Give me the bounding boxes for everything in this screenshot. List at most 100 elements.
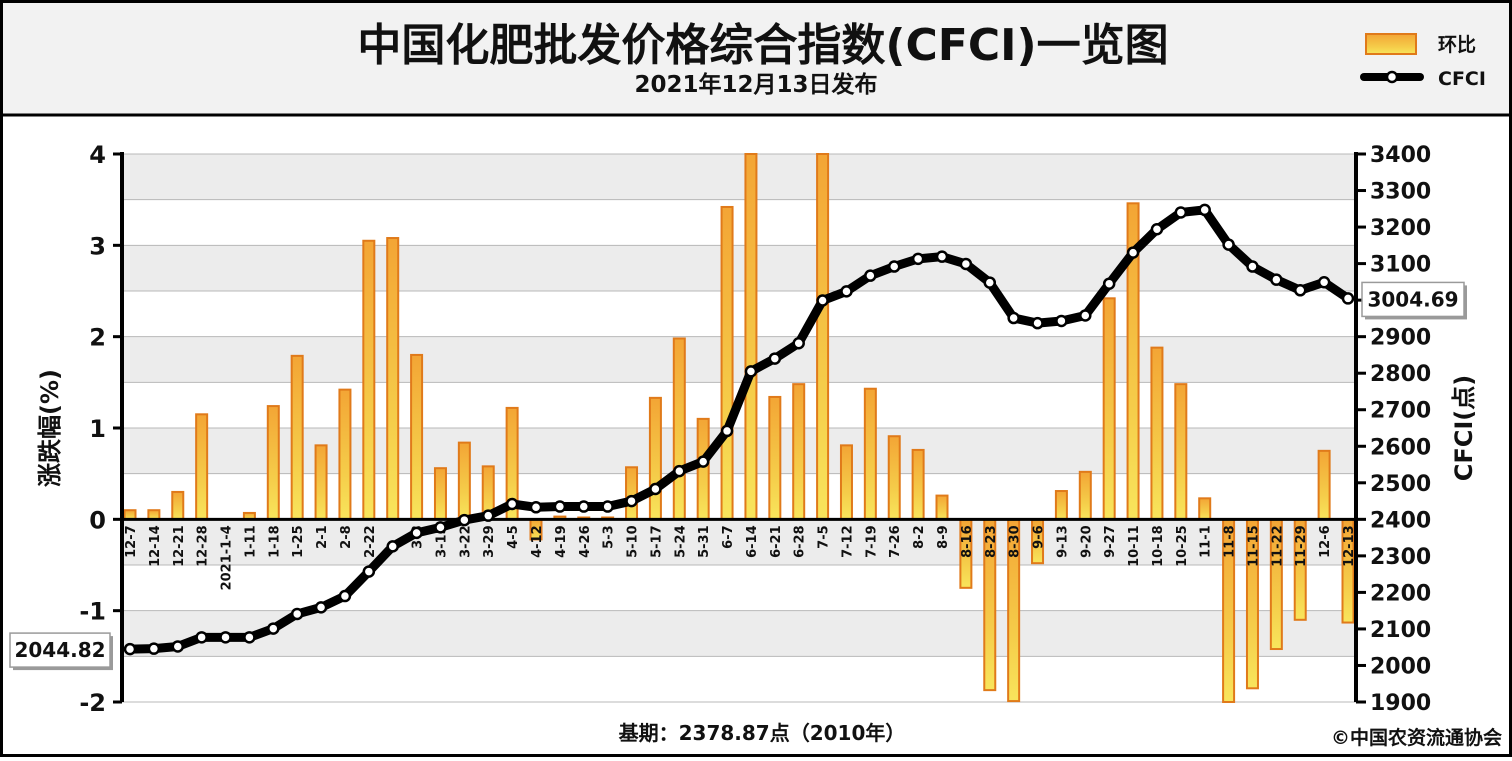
y-left-tick-label: -2 <box>79 689 106 717</box>
cfci-point <box>434 521 447 534</box>
header-band <box>3 3 1509 114</box>
x-tick-label: 8-2 <box>912 525 927 549</box>
x-tick-label: 5-31 <box>697 525 712 558</box>
cfci-point <box>171 640 185 653</box>
bar-mark <box>1078 470 1092 521</box>
cfci-point <box>1174 206 1188 219</box>
cfci-point <box>1270 273 1283 286</box>
x-tick-label: 4-12 <box>530 525 545 558</box>
bar-mark <box>410 353 424 521</box>
cfci-point <box>696 455 710 468</box>
bar-mark <box>433 467 447 521</box>
cfci-point <box>625 494 638 508</box>
cfci-line-layer <box>123 203 1355 656</box>
x-tick-label: 11-1 <box>1199 525 1214 558</box>
x-tick-label: 3-22 <box>458 525 473 558</box>
cfci-point <box>673 464 686 478</box>
cfci-point <box>864 269 877 282</box>
x-tick-label: 1-18 <box>267 525 282 558</box>
cfci-point <box>720 424 734 438</box>
x-tick-label: 12-7 <box>124 525 139 558</box>
cfci-point <box>1055 314 1068 328</box>
x-tick-label: 7-19 <box>864 525 879 558</box>
x-tick-label: 11-22 <box>1270 525 1285 567</box>
bar-mark <box>816 153 830 521</box>
x-tick-label: 1-11 <box>243 525 258 558</box>
cfci-point <box>577 500 591 513</box>
cfci-point <box>1102 277 1116 290</box>
bar-mark <box>457 441 471 521</box>
y-right-title: CFCI(点) <box>1450 375 1478 482</box>
cfci-point <box>744 365 758 378</box>
bar-mark <box>672 337 686 521</box>
cfci-point <box>290 607 304 621</box>
cfci-point <box>481 509 495 522</box>
y-right-tick-label: 2800 <box>1370 362 1431 387</box>
x-tick-label: 8-23 <box>984 525 999 558</box>
x-tick-label: 7-5 <box>817 525 832 549</box>
bar-mark <box>1102 297 1116 521</box>
x-tick-label: 11-29 <box>1294 525 1309 567</box>
grid-band <box>122 610 1356 657</box>
cfci-point <box>1031 316 1044 330</box>
cfci-point <box>505 497 519 511</box>
x-tick-label: 9-6 <box>1032 525 1047 549</box>
bar-mark <box>887 435 901 521</box>
x-tick-label: 6-14 <box>745 525 760 558</box>
y-right-tick-label: 2200 <box>1370 581 1431 606</box>
bar-mark <box>386 237 400 521</box>
y-right-tick-label: 2900 <box>1370 326 1431 351</box>
cfci-point <box>649 482 662 496</box>
bar-mark <box>696 417 710 521</box>
x-tick-label: 12-28 <box>196 525 211 567</box>
y-right-tick-label: 2300 <box>1370 545 1431 570</box>
y-right-tick-label: 2000 <box>1370 654 1431 679</box>
legend-line-marker <box>1385 70 1399 84</box>
x-tick-label: 9-13 <box>1055 525 1070 558</box>
bar-mark <box>1054 490 1068 521</box>
legend-line-label: CFCI <box>1438 68 1486 90</box>
bar-mark <box>1174 383 1188 521</box>
x-tick-label: 9-27 <box>1103 525 1118 558</box>
y-left-tick-label: 1 <box>89 415 106 443</box>
bar-mark <box>266 405 280 521</box>
copyright: ©中国农资流通协会 <box>1331 726 1502 749</box>
cfci-point <box>147 642 161 655</box>
x-tick-label: 2-1 <box>315 525 330 549</box>
chart-subtitle: 2021年12月13日发布 <box>634 71 877 98</box>
cfci-point <box>911 252 925 266</box>
x-tick-label: 10-11 <box>1127 525 1142 567</box>
bar-mark <box>625 466 639 521</box>
cfci-point <box>1198 203 1211 217</box>
x-tick-label: 10-25 <box>1175 525 1190 567</box>
bar-mark <box>744 153 758 521</box>
cfci-point <box>362 565 376 578</box>
cfci-line <box>125 205 1353 654</box>
grid-band <box>122 245 1356 291</box>
bar-mark <box>1150 346 1164 521</box>
cfci-point <box>1293 284 1307 297</box>
cfci-point <box>195 631 208 644</box>
bar-mark <box>863 387 877 521</box>
y-left-tick-label: 4 <box>89 141 106 169</box>
cfci-point <box>1317 275 1331 289</box>
bar-mark <box>1198 497 1212 521</box>
cfci-point <box>768 352 782 365</box>
bar-mark <box>362 239 376 521</box>
x-tick-label: 2-22 <box>363 525 378 558</box>
x-tick-label: 3-15 <box>434 525 449 558</box>
annotation-label: 2044.82 <box>14 638 105 662</box>
y-right-tick-label: 2600 <box>1370 435 1431 460</box>
cfci-point <box>529 501 543 514</box>
base-note: 基期：2378.87点（2010年） <box>619 721 906 745</box>
cfci-point <box>959 257 973 271</box>
x-tick-label: 5-24 <box>673 525 688 558</box>
legend-bar-swatch <box>1365 33 1417 55</box>
x-tick-label: 11-8 <box>1223 525 1238 558</box>
cfci-point <box>410 526 423 540</box>
y-right-tick-label: 2100 <box>1370 618 1431 643</box>
annotation-box <box>1361 281 1465 318</box>
grid <box>122 153 1356 703</box>
